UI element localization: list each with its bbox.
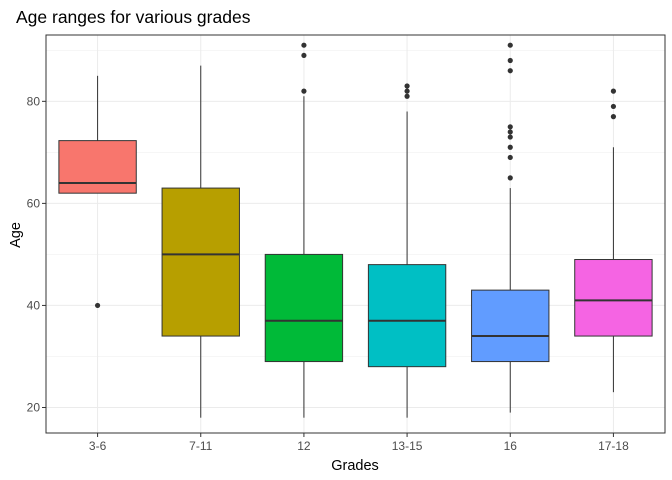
y-tick-label: 40 <box>27 298 41 312</box>
outlier-point <box>507 154 513 161</box>
outlier-point <box>507 42 513 48</box>
box-group-13-15 <box>367 83 447 418</box>
outlier-point <box>301 52 307 59</box>
box <box>574 259 653 337</box>
outlier-point <box>404 83 410 89</box>
box <box>367 264 447 368</box>
outlier-point <box>507 144 513 150</box>
x-tick-label: 7-11 <box>189 439 212 453</box>
box <box>471 289 550 363</box>
outlier-point <box>610 114 617 120</box>
x-tick-label: 3-6 <box>89 439 107 453</box>
y-tick-label: 20 <box>27 400 41 414</box>
box-marks <box>58 42 653 418</box>
outlier-point <box>301 42 307 48</box>
plot-panel <box>46 35 665 433</box>
x-tick-label: 16 <box>504 439 518 453</box>
box-group-12 <box>264 42 344 418</box>
axes: 20 40 60 80 3-6 7-11 12 13-15 16 17-18 <box>27 94 629 453</box>
outlier-point <box>610 103 617 110</box>
x-tick-label: 13-15 <box>392 439 423 453</box>
outlier-point <box>610 88 617 94</box>
outlier-point <box>507 129 513 135</box>
box-group-17-18 <box>574 88 653 393</box>
outlier-point <box>507 57 513 64</box>
box-group-3-6 <box>58 75 137 309</box>
outlier-point <box>301 88 307 94</box>
x-tick-label: 17-18 <box>598 439 629 453</box>
box <box>58 140 137 194</box>
outlier-point <box>94 302 101 309</box>
x-axis-title: Grades <box>331 458 379 474</box>
outlier-point <box>404 93 410 99</box>
box <box>264 253 344 363</box>
outlier-point <box>507 175 513 181</box>
outlier-point <box>507 68 513 74</box>
box-group-16 <box>471 42 550 413</box>
y-tick-label: 80 <box>27 94 41 108</box>
outlier-point <box>404 88 410 94</box>
x-tick-label: 12 <box>297 439 311 453</box>
y-axis-title: Age <box>8 222 24 248</box>
outlier-point <box>507 124 513 130</box>
outlier-point <box>507 134 513 140</box>
y-tick-label: 60 <box>27 196 41 210</box>
box <box>161 187 240 337</box>
chart-title: Age ranges for various grades <box>16 7 251 27</box>
plot-border <box>45 34 666 434</box>
box-group-7-11 <box>161 65 240 418</box>
